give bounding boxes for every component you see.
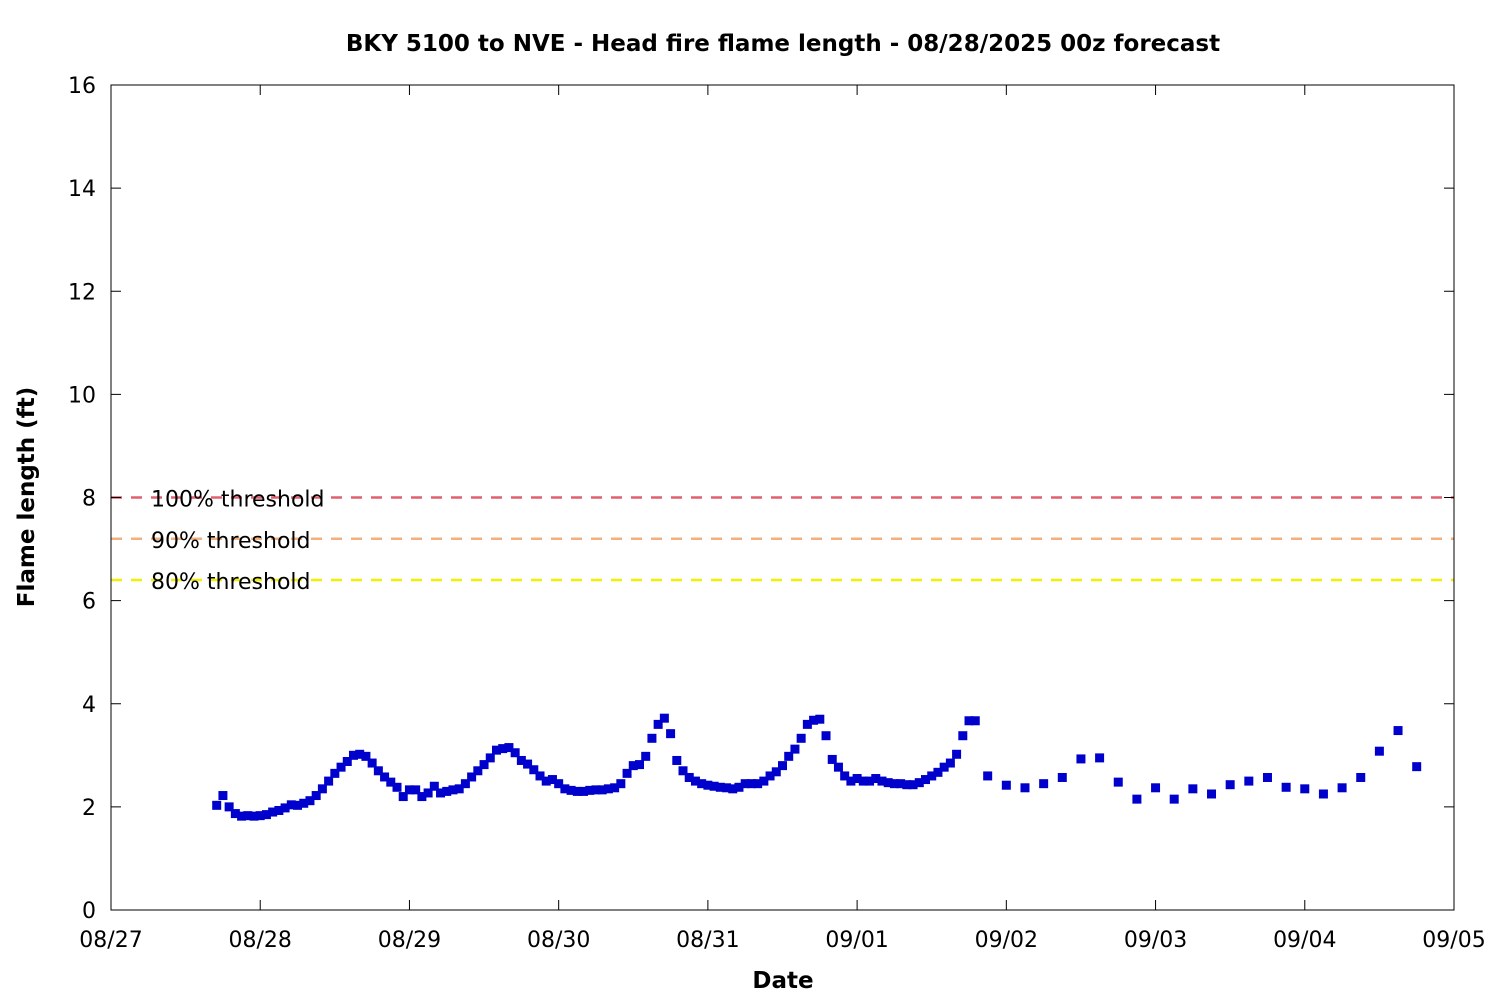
data-point <box>1226 780 1235 789</box>
y-axis-label: Flame length (ft) <box>14 387 40 607</box>
data-point <box>1263 773 1272 782</box>
data-point <box>952 750 961 759</box>
data-point <box>1319 789 1328 798</box>
y-tick-label: 8 <box>82 487 96 512</box>
data-point <box>828 755 837 764</box>
threshold-lines: 100% threshold 90% threshold 80% threshold <box>111 488 1454 596</box>
threshold-label: 100% threshold <box>151 488 325 513</box>
data-point <box>666 729 675 738</box>
data-point <box>946 759 955 768</box>
x-axis-label: Date <box>752 968 813 994</box>
data-point <box>1170 795 1179 804</box>
data-point <box>1076 754 1085 763</box>
data-point <box>983 771 992 780</box>
data-point <box>1300 784 1309 793</box>
chart-title: BKY 5100 to NVE - Head fire flame length… <box>346 31 1220 57</box>
data-point <box>647 734 656 743</box>
data-point <box>815 715 824 724</box>
y-tick-label: 16 <box>68 74 96 99</box>
data-point <box>1039 779 1048 788</box>
data-point <box>486 753 495 762</box>
x-tick-label: 08/27 <box>79 928 142 953</box>
data-point <box>1394 726 1403 735</box>
data-point <box>318 784 327 793</box>
data-point <box>1282 783 1291 792</box>
data-point <box>790 745 799 754</box>
data-point <box>641 752 650 761</box>
x-tick-label: 09/02 <box>975 928 1038 953</box>
data-point <box>1002 781 1011 790</box>
data-point <box>1151 783 1160 792</box>
data-point <box>672 756 681 765</box>
x-tick-label: 08/29 <box>378 928 441 953</box>
data-point <box>958 731 967 740</box>
x-tick-label: 08/28 <box>229 928 292 953</box>
data-point <box>623 769 632 778</box>
data-point <box>1412 762 1421 771</box>
y-tick-label: 6 <box>82 590 96 615</box>
data-point <box>1338 783 1347 792</box>
y-tick-label: 4 <box>82 693 96 718</box>
y-tick-label: 0 <box>82 899 96 924</box>
data-point <box>660 714 669 723</box>
threshold-label: 80% threshold <box>151 570 311 595</box>
data-point <box>797 734 806 743</box>
data-point <box>511 748 520 757</box>
data-point <box>616 779 625 788</box>
data-point <box>1244 777 1253 786</box>
data-point <box>822 731 831 740</box>
y-tick-label: 14 <box>68 177 96 202</box>
data-point <box>212 801 221 810</box>
data-point <box>778 761 787 770</box>
data-points <box>212 714 1421 821</box>
data-point <box>218 791 227 800</box>
data-point <box>1188 784 1197 793</box>
x-tick-label: 09/05 <box>1422 928 1485 953</box>
y-tick-label: 10 <box>68 383 96 408</box>
data-point <box>1207 789 1216 798</box>
y-tick-label: 12 <box>68 280 96 305</box>
x-tick-label: 09/01 <box>825 928 888 953</box>
x-tick-label: 08/31 <box>676 928 739 953</box>
data-point <box>635 760 644 769</box>
data-point <box>1114 778 1123 787</box>
data-point <box>1356 773 1365 782</box>
data-point <box>1058 773 1067 782</box>
data-point <box>368 759 377 768</box>
y-tick-label: 2 <box>82 796 96 821</box>
threshold-label: 90% threshold <box>151 529 311 554</box>
data-point <box>1132 795 1141 804</box>
data-point <box>971 716 980 725</box>
data-point <box>1375 747 1384 756</box>
data-point <box>1095 753 1104 762</box>
x-tick-label: 09/03 <box>1124 928 1187 953</box>
x-tick-label: 08/30 <box>527 928 590 953</box>
data-point <box>324 777 333 786</box>
data-point <box>393 783 402 792</box>
x-tick-label: 09/04 <box>1273 928 1336 953</box>
x-axis-ticks: 08/27 08/28 08/29 08/30 08/31 09/01 09/02 09/03… <box>79 85 1485 953</box>
data-point <box>834 763 843 772</box>
data-point <box>1020 783 1029 792</box>
